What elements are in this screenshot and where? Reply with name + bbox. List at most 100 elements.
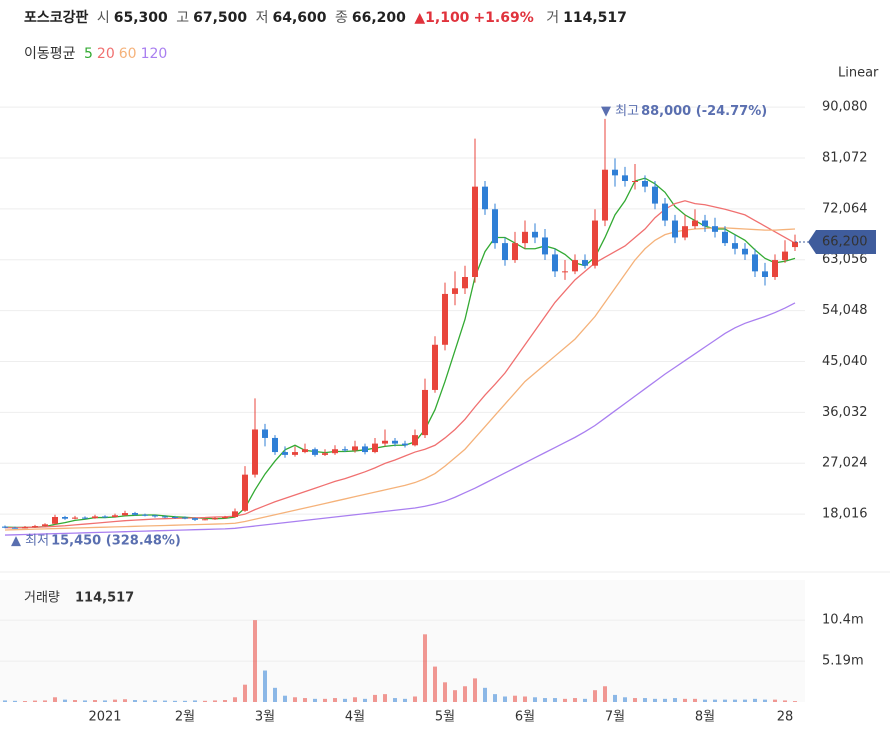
candle-body — [762, 271, 768, 277]
candle-body — [362, 446, 368, 453]
value: 64,600 — [272, 10, 327, 26]
candle-body — [502, 243, 508, 261]
candle-body — [402, 443, 408, 446]
y-tick-label: 5.19m — [822, 654, 864, 669]
candle-body — [652, 186, 658, 204]
annotation-text: 15,450 (328.48%) — [51, 533, 181, 548]
volume-bar — [13, 700, 17, 702]
volume-bar — [43, 700, 47, 702]
volume-bar — [233, 697, 237, 702]
value: 67,500 — [193, 10, 248, 26]
candle-body — [512, 243, 518, 261]
candle-body — [532, 231, 538, 238]
candle-body — [732, 243, 738, 249]
candle-body — [162, 516, 168, 518]
candle-body — [252, 429, 258, 475]
candle-body — [412, 435, 418, 446]
volume-bar — [623, 697, 627, 702]
volume-title: 거래량 — [24, 591, 60, 606]
x-tick-label: 2021 — [88, 710, 121, 725]
candle-body — [382, 440, 388, 444]
x-tick-label: 5월 — [435, 710, 455, 725]
legend-entry: 5 — [83, 46, 93, 62]
volume-bar — [303, 698, 307, 702]
volume-bar — [93, 700, 97, 702]
candle-body — [72, 517, 78, 519]
volume-bar — [33, 700, 37, 702]
label: 시 — [96, 10, 110, 26]
volume-bar — [433, 666, 437, 702]
candle-body — [632, 181, 638, 182]
candle-body — [562, 271, 568, 273]
candle-body — [442, 293, 448, 345]
candle-body — [62, 517, 68, 519]
legend-entry: 120 — [140, 46, 168, 62]
volume-bar — [223, 700, 227, 702]
candle-body — [142, 514, 148, 516]
candle-body — [542, 237, 548, 255]
legend-entry: 20 — [96, 46, 115, 62]
value: 114,517 — [563, 10, 627, 26]
volume-bar — [693, 698, 697, 702]
volume-bar — [633, 698, 637, 702]
volume-bar — [473, 678, 477, 702]
volume-bar — [593, 690, 597, 702]
candle-body — [152, 515, 158, 517]
volume-bar — [423, 634, 427, 702]
scale-label: Linear — [838, 66, 879, 81]
candle-body — [722, 231, 728, 244]
candle-body — [342, 449, 348, 451]
volume-bar — [253, 620, 257, 702]
volume-pane — [0, 580, 805, 702]
ma-line — [4, 177, 796, 529]
volume-bar — [163, 700, 167, 702]
volume-bar — [723, 699, 727, 702]
volume-bar — [273, 687, 277, 702]
candle-body — [212, 518, 218, 520]
candle-body — [552, 254, 558, 272]
volume-bar — [283, 695, 287, 702]
candle-body — [672, 220, 678, 238]
candle-body — [712, 226, 718, 232]
label: 저 — [255, 10, 269, 26]
volume-bar — [313, 698, 317, 702]
volume-bar — [613, 694, 617, 702]
candle-body — [582, 260, 588, 266]
volume-bar — [153, 700, 157, 702]
volume-bar — [483, 687, 487, 702]
volume-bar — [393, 698, 397, 702]
candle-body — [592, 220, 598, 266]
x-tick-label: 2월 — [175, 710, 195, 725]
candle-body — [662, 203, 668, 221]
candle-body — [2, 526, 8, 528]
candle-body — [642, 181, 648, 187]
annotation: ▲ 최저 15,450 (328.48%) — [11, 533, 181, 548]
volume-bar — [533, 697, 537, 702]
legend: 이동평균 5 20 60 120 — [24, 43, 171, 63]
candle-body — [612, 169, 618, 176]
candle-body — [132, 513, 138, 515]
x-tick-label: 3월 — [255, 710, 275, 725]
volume-bar — [63, 699, 67, 702]
volume-bar — [133, 700, 137, 702]
x-tick-label: 7월 — [605, 710, 625, 725]
volume-bar — [73, 700, 77, 702]
candle-body — [32, 526, 38, 528]
volume-bar — [173, 700, 177, 702]
candle-body — [422, 389, 428, 436]
candle-body — [202, 519, 208, 521]
candle-body — [602, 169, 608, 221]
candle-body — [82, 517, 88, 519]
change-pct: +1.69% — [473, 10, 534, 26]
volume-bar — [363, 698, 367, 702]
candle-body — [112, 515, 118, 517]
candle-body — [92, 516, 98, 519]
candle-body — [772, 260, 778, 277]
ma-line — [4, 227, 796, 531]
header: 포스코강판 시 65,300 고 67,500 저 64,600 종 66,200 ▲1… — [24, 7, 631, 27]
label: 거 — [546, 10, 560, 26]
annotation-label: 최고 — [615, 103, 639, 118]
candle-body — [322, 453, 328, 455]
candle-body — [332, 449, 338, 454]
ma-line — [4, 302, 796, 536]
